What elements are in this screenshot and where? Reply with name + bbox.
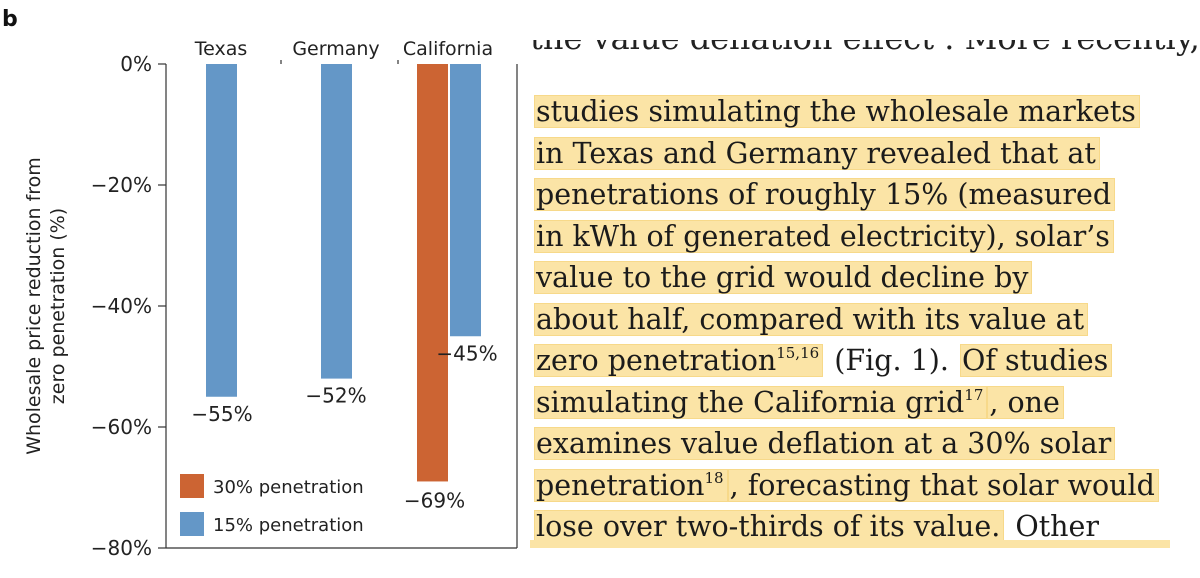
highlighted-text: about half, compared with its value at — [534, 302, 1089, 336]
text-line: lose over two-thirds of its value. Other — [534, 507, 1101, 547]
bar-15-percent-california — [450, 64, 481, 337]
citation-superscript: 15,16 — [776, 344, 820, 362]
text-line: studies simulating the wholesale markets — [534, 92, 1140, 132]
highlighted-text: penetrations of roughly 15% (measured — [534, 178, 1116, 211]
y-axis-label-line-1: Wholesale price reduction from — [23, 157, 45, 455]
citation-superscript: 17 — [964, 385, 984, 404]
text-line: in kWh of generated electricity), solar’… — [534, 217, 1114, 257]
category-label: California — [403, 38, 493, 60]
legend-label-15: 15% penetration — [213, 515, 364, 536]
highlighted-text: penetration18 — [534, 468, 728, 502]
highlighted-text: lose over two-thirds of its value. — [534, 510, 1005, 543]
text-line: in Texas and Germany revealed that at — [534, 134, 1100, 174]
article-text: the value deflation effect . More recent… — [530, 40, 1200, 548]
text-segment: Other — [1006, 510, 1099, 543]
bar-30-percent-california — [417, 64, 448, 482]
text-line: penetrations of roughly 15% (measured — [534, 175, 1116, 215]
cut-off-top-line: the value deflation effect . More recent… — [530, 40, 1200, 58]
text-line: penetration18, forecasting that solar wo… — [534, 466, 1159, 506]
text-segment: (Fig. 1). — [825, 344, 958, 377]
highlighted-text: , one — [987, 385, 1064, 419]
legend-swatch-30 — [180, 474, 204, 498]
highlighted-text: zero penetration15,16 — [534, 344, 824, 377]
bar-15-percent-texas — [206, 64, 237, 397]
plot-area: 0% −20% −40% −60% −80% Texas Germany California… — [91, 38, 518, 560]
text-line: zero penetration15,16 (Fig. 1). Of studi… — [534, 341, 1113, 381]
highlighted-text: examines value deflation at a 30% solar — [534, 427, 1116, 460]
text-line: value to the grid would decline by — [534, 258, 1033, 298]
legend-swatch-15 — [180, 512, 204, 536]
panel-letter: b — [2, 7, 18, 32]
y-tick-label: 0% — [120, 52, 152, 76]
bar-chart: b Wholesale price reduction from zero pe… — [2, 7, 518, 560]
y-tick-label: −40% — [91, 294, 152, 318]
data-label-15-percent-texas: −55% — [191, 402, 252, 426]
y-axis-label: Wholesale price reduction from zero pene… — [23, 157, 69, 455]
data-label-30-percent-california: −69% — [404, 488, 465, 512]
citation-superscript: 18 — [704, 468, 724, 487]
category-label: Germany — [292, 38, 379, 60]
text-line: simulating the California grid17, one — [534, 383, 1064, 423]
bar-15-percent-germany — [321, 64, 352, 379]
category-label: Texas — [194, 38, 248, 60]
highlighted-text: in Texas and Germany revealed that at — [534, 136, 1100, 170]
highlighted-text: value to the grid would decline by — [534, 261, 1033, 294]
highlighted-text: studies simulating the wholesale markets — [534, 95, 1140, 128]
text-line: about half, compared with its value at — [534, 300, 1089, 340]
text-line: examines value deflation at a 30% solar — [534, 424, 1116, 464]
highlighted-text: simulating the California grid17 — [534, 385, 988, 419]
highlight-strip — [530, 540, 1170, 548]
data-label-15-percent-california: −45% — [436, 341, 497, 365]
y-tick-label: −60% — [91, 415, 152, 439]
y-tick-label: −20% — [91, 173, 152, 197]
highlighted-text: in kWh of generated electricity), solar’… — [534, 219, 1114, 253]
data-label-15-percent-germany: −52% — [305, 384, 366, 408]
y-tick-label: −80% — [91, 536, 152, 560]
legend-label-30: 30% penetration — [213, 477, 364, 498]
highlighted-text: , forecasting that solar would — [727, 468, 1159, 502]
y-axis-label-line-2: zero penetration (%) — [47, 208, 69, 404]
highlighted-text: Of studies — [959, 344, 1113, 377]
